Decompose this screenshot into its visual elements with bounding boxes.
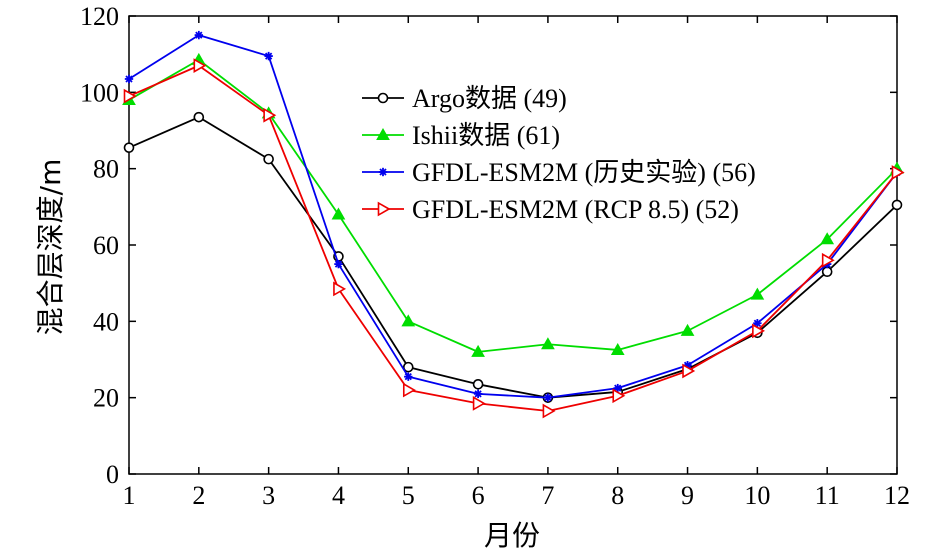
data-point <box>402 382 416 398</box>
data-point <box>473 389 483 399</box>
data-point <box>820 232 835 245</box>
data-point <box>264 51 273 61</box>
data-point <box>471 344 485 357</box>
x-tick-label: 10 <box>744 481 770 510</box>
x-tick-label: 2 <box>192 481 205 510</box>
series-4 <box>123 58 905 419</box>
data-point <box>541 337 555 350</box>
y-tick-label: 80 <box>93 155 119 184</box>
legend-entry: Ishii数据 (61) <box>362 121 560 150</box>
x-tick-label: 6 <box>472 481 485 510</box>
data-point <box>752 323 765 339</box>
data-point <box>750 287 765 300</box>
y-tick-label: 100 <box>80 78 119 107</box>
data-point <box>542 403 556 419</box>
data-point <box>378 167 388 177</box>
data-point <box>680 323 695 336</box>
data-point <box>891 199 903 211</box>
series-line <box>128 58 898 353</box>
data-point <box>193 111 205 123</box>
x-tick-label: 8 <box>611 481 624 510</box>
series-1 <box>123 111 903 403</box>
legend-label: Argo数据 (49) <box>412 84 567 113</box>
data-point <box>404 372 413 381</box>
data-point <box>821 266 833 278</box>
legend-label: GFDL-ESM2M (RCP 8.5) (52) <box>412 195 739 224</box>
data-point <box>376 127 390 140</box>
data-point <box>613 383 622 393</box>
x-tick-label: 11 <box>815 481 840 510</box>
data-point <box>682 363 696 379</box>
data-point <box>472 379 484 390</box>
x-tick-label: 3 <box>262 481 275 510</box>
series-line <box>128 116 898 399</box>
data-point <box>377 92 389 104</box>
data-point <box>193 58 207 73</box>
x-tick-label: 1 <box>123 481 136 510</box>
data-point <box>263 153 274 165</box>
x-tick-label: 5 <box>402 481 415 510</box>
data-point <box>194 30 204 40</box>
legend-entry: GFDL-ESM2M (RCP 8.5) (52) <box>362 195 739 224</box>
y-axis-label: 混合层深度/m <box>34 159 67 336</box>
x-tick-label: 12 <box>884 481 910 510</box>
data-point <box>402 361 414 373</box>
x-tick-label: 4 <box>332 481 345 510</box>
y-tick-label: 120 <box>80 2 119 31</box>
series-line <box>128 64 898 412</box>
data-point <box>123 88 137 104</box>
series-layer <box>122 30 905 419</box>
legend-label: Ishii数据 (61) <box>412 121 560 150</box>
data-point <box>263 107 277 123</box>
data-point <box>331 207 346 220</box>
x-tick-label: 7 <box>541 481 554 510</box>
data-point <box>401 314 416 327</box>
legend-entry: GFDL-ESM2M (历史实验) (56) <box>362 158 756 187</box>
legend-label: GFDL-ESM2M (历史实验) (56) <box>412 158 756 187</box>
data-point <box>124 74 134 84</box>
data-point <box>753 319 762 328</box>
data-point <box>472 396 486 411</box>
data-point <box>612 388 626 404</box>
data-point <box>543 393 553 402</box>
data-point <box>821 252 835 268</box>
legend-entry: Argo数据 (49) <box>362 84 567 113</box>
x-axis-label: 月份 <box>484 519 540 552</box>
x-tick-label: 9 <box>681 481 694 510</box>
y-tick-label: 40 <box>93 307 119 336</box>
y-tick-label: 0 <box>106 460 119 489</box>
data-point <box>334 259 343 269</box>
legend: Argo数据 (49) Ishii数据 (61) GFDL-ESM2M (历史实验)… <box>362 84 756 224</box>
y-tick-label: 60 <box>93 231 119 260</box>
data-point <box>333 281 347 297</box>
data-point <box>891 165 905 180</box>
y-tick-label: 20 <box>93 384 119 413</box>
data-point <box>123 142 135 153</box>
series-line <box>128 34 898 399</box>
data-point <box>377 201 391 217</box>
series-2 <box>122 52 904 357</box>
data-point <box>610 342 625 355</box>
